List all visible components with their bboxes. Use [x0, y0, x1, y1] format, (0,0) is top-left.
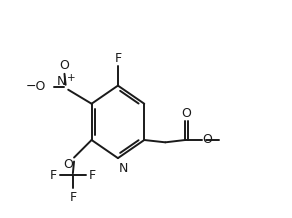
Text: F: F	[88, 169, 96, 182]
Text: O: O	[182, 107, 192, 120]
Text: O: O	[63, 158, 73, 171]
Text: +: +	[67, 73, 75, 83]
Text: F: F	[114, 51, 121, 65]
Text: O: O	[60, 59, 69, 72]
Text: N: N	[57, 75, 66, 88]
Text: N: N	[119, 162, 128, 175]
Text: O: O	[202, 133, 212, 146]
Text: F: F	[69, 191, 77, 204]
Text: F: F	[50, 169, 57, 182]
Text: −O: −O	[26, 80, 46, 93]
